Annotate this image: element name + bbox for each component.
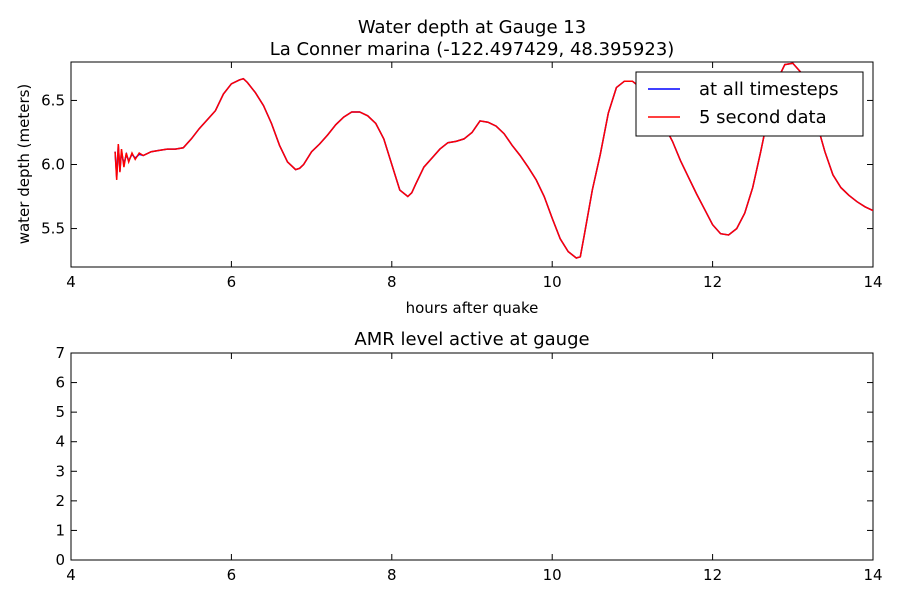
y-tick-label: 7 bbox=[55, 344, 65, 362]
y-tick-label: 3 bbox=[55, 462, 65, 480]
legend-box bbox=[635, 71, 864, 137]
x-tick-label: 6 bbox=[227, 273, 237, 291]
legend-label-all-timesteps: at all timesteps bbox=[699, 79, 839, 100]
depth-x-axis-label: hours after quake bbox=[406, 299, 539, 317]
x-tick-label: 14 bbox=[863, 273, 882, 291]
depth-x-axis: 4 6 8 10 12 14 bbox=[66, 62, 883, 291]
x-tick-label: 12 bbox=[703, 273, 722, 291]
depth-chart-subtitle: La Conner marina (-122.497429, 48.395923… bbox=[270, 39, 675, 60]
depth-chart: Water depth at Gauge 13 La Conner marina… bbox=[15, 17, 883, 317]
series-line-1 bbox=[114, 62, 873, 259]
x-tick-label: 10 bbox=[543, 566, 562, 584]
amr-chart: AMR level active at gauge 4 6 8 10 12 14 0123… bbox=[55, 329, 882, 584]
x-tick-label: 10 bbox=[543, 273, 562, 291]
depth-chart-title: Water depth at Gauge 13 bbox=[358, 17, 586, 38]
x-tick-label: 8 bbox=[387, 566, 397, 584]
y-tick-label: 6 bbox=[55, 374, 65, 392]
amr-chart-frame bbox=[70, 352, 874, 561]
x-tick-label: 4 bbox=[66, 566, 76, 584]
amr-x-axis: 4 6 8 10 12 14 bbox=[66, 353, 883, 584]
x-tick-label: 12 bbox=[703, 566, 722, 584]
y-tick-label: 2 bbox=[55, 492, 65, 510]
depth-legend: at all timesteps 5 second data bbox=[635, 71, 864, 137]
x-tick-label: 6 bbox=[227, 566, 237, 584]
depth-y-axis-label: water depth (meters) bbox=[15, 84, 33, 245]
x-tick-label: 8 bbox=[387, 273, 397, 291]
x-tick-label: 4 bbox=[66, 273, 76, 291]
y-tick-label: 0 bbox=[55, 551, 65, 569]
y-tick-label: 6.0 bbox=[41, 156, 65, 174]
amr-chart-title: AMR level active at gauge bbox=[354, 329, 589, 350]
x-tick-label: 14 bbox=[863, 566, 882, 584]
amr-y-axis: 0 1 2 3 4 5 6 7 bbox=[55, 344, 873, 569]
y-tick-label: 5.5 bbox=[41, 220, 65, 238]
legend-label-5-second: 5 second data bbox=[699, 107, 827, 128]
y-tick-label: 1 bbox=[55, 521, 65, 539]
y-tick-label: 4 bbox=[55, 433, 65, 451]
y-tick-label: 6.5 bbox=[41, 91, 65, 109]
depth-plot-area bbox=[114, 62, 873, 259]
y-tick-label: 5 bbox=[55, 403, 65, 421]
depth-y-axis: 5.5 6.0 6.5 bbox=[41, 91, 873, 238]
